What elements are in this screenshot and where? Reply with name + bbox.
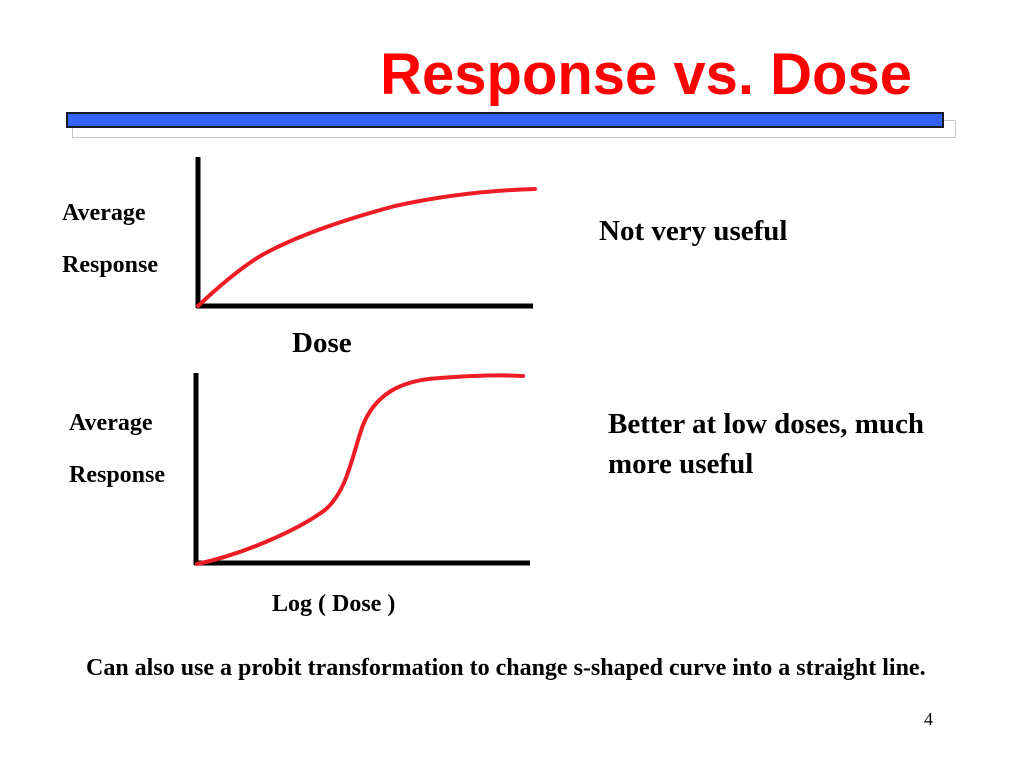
diagram2-comment: Better at low doses, much more useful — [608, 408, 925, 480]
diagram1-ylabel-line2: Response — [62, 252, 159, 278]
slide-title: Response vs. Dose — [380, 42, 912, 107]
page-number: 4 — [924, 709, 933, 729]
footer-note: Can also use a probit transformation to … — [86, 655, 926, 681]
diagram1-ylabel-line1: Average — [62, 200, 146, 226]
diagram2-curve — [195, 373, 525, 566]
title-underline-bar — [66, 112, 944, 128]
diagram1-curve — [196, 187, 537, 308]
diagram1-xlabel: Dose — [292, 327, 352, 359]
diagram1-comment: Not very useful — [599, 215, 788, 247]
diagram2-ylabel-line2: Response — [69, 462, 166, 488]
diagram2-xlabel: Log ( Dose ) — [272, 591, 396, 617]
diagram2-ylabel-line1: Average — [69, 410, 153, 436]
